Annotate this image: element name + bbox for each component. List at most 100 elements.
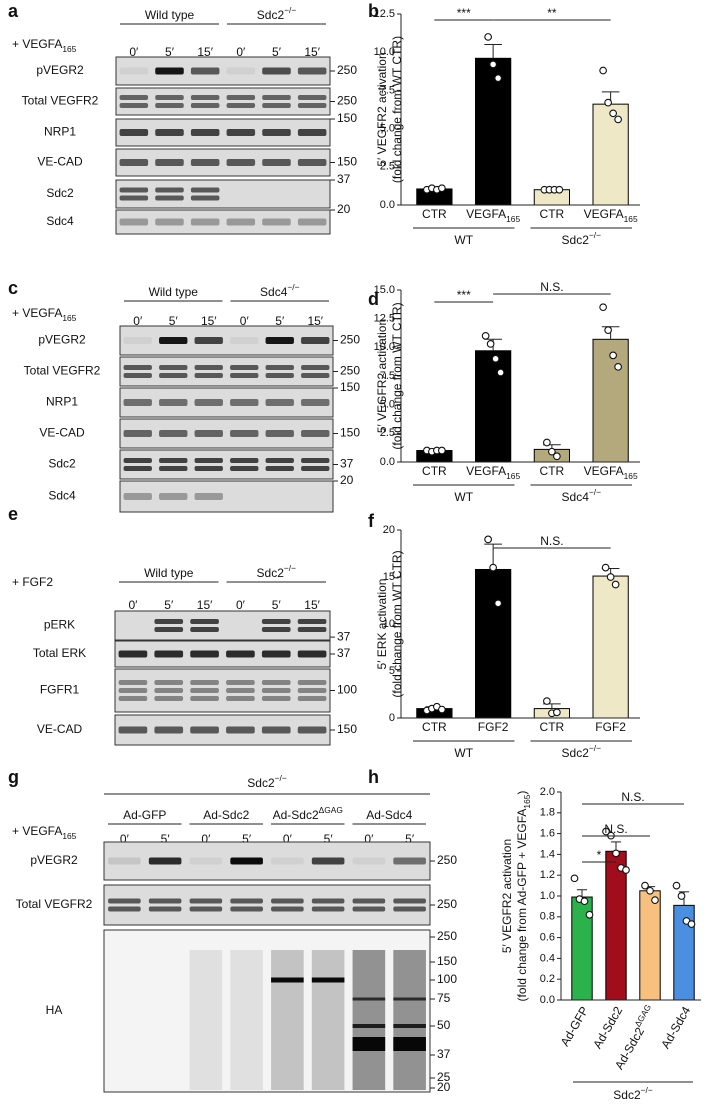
band xyxy=(190,159,220,166)
marker-label: 37 xyxy=(337,646,351,660)
band xyxy=(230,466,259,471)
smear xyxy=(352,950,386,1090)
data-point xyxy=(604,326,612,334)
data-point xyxy=(548,447,556,456)
lane-label: 5′ xyxy=(169,314,179,328)
text-part: 165 xyxy=(624,471,638,481)
marker-label: 150 xyxy=(437,954,457,968)
lane-label: 15′ xyxy=(197,598,213,612)
band xyxy=(189,857,223,865)
band xyxy=(108,898,141,904)
band xyxy=(190,195,220,201)
data-point xyxy=(609,351,617,360)
data-point xyxy=(553,452,561,461)
band xyxy=(261,696,291,701)
band xyxy=(119,218,149,226)
panel-label: g xyxy=(8,767,19,787)
band xyxy=(226,159,256,166)
band xyxy=(194,493,223,500)
y-tick-label: 1.0 xyxy=(540,890,555,902)
panel-label: b xyxy=(368,1,379,21)
text-part: Sdc2 xyxy=(247,776,275,790)
blot-strip xyxy=(115,87,331,116)
blot-strip xyxy=(119,356,334,387)
band xyxy=(226,218,256,226)
band xyxy=(265,399,294,406)
band xyxy=(301,466,330,471)
data-point xyxy=(672,881,681,890)
band xyxy=(118,696,148,701)
band xyxy=(271,857,304,865)
x-tick-label: VEGFA165 xyxy=(584,464,638,481)
marker-label: 250 xyxy=(340,364,360,378)
group-label: Ad-Sdc2 xyxy=(203,808,249,822)
band xyxy=(119,195,149,201)
significance-label: ** xyxy=(547,6,557,20)
band xyxy=(154,726,184,734)
marker-label: 250 xyxy=(337,94,357,108)
treatment-label: + VEGFA165 xyxy=(12,824,77,841)
y-tick-label: 0.8 xyxy=(540,911,555,923)
lane-label: 5′ xyxy=(161,832,171,846)
band xyxy=(261,650,291,658)
band xyxy=(297,67,327,75)
lane-label: 0′ xyxy=(201,832,211,846)
significance-label: N.S. xyxy=(540,280,563,294)
band xyxy=(190,129,220,136)
y-axis-label: 5′ ERK activation xyxy=(375,579,389,670)
band xyxy=(297,688,327,693)
row-label: NRP1 xyxy=(44,125,76,139)
treatment-label: + VEGFA165 xyxy=(12,37,77,54)
panel-label: e xyxy=(8,504,18,524)
band xyxy=(154,696,184,701)
y-tick-label: 0 xyxy=(389,712,395,724)
y-tick-label: 7.5 xyxy=(380,84,395,96)
lane-label: 5′ xyxy=(164,598,174,612)
lane-label: 0′ xyxy=(128,598,138,612)
text-part: Sdc2 xyxy=(562,746,590,760)
marker-label: 20 xyxy=(437,1080,451,1094)
text-part: ) xyxy=(515,791,529,795)
band xyxy=(230,906,263,912)
band xyxy=(123,365,152,370)
lane-label: 15′ xyxy=(304,45,320,59)
data-point xyxy=(585,910,594,919)
y-tick-label: 0.4 xyxy=(540,952,555,964)
smear xyxy=(189,950,223,1090)
band xyxy=(194,373,223,378)
band xyxy=(352,1024,386,1028)
smear xyxy=(393,950,426,1090)
lane-label: 5′ xyxy=(165,45,175,59)
blot-strip xyxy=(114,668,331,713)
lane-label: 0′ xyxy=(133,314,143,328)
band xyxy=(262,67,291,75)
y-tick-label: 10.0 xyxy=(374,341,395,353)
band xyxy=(265,458,294,463)
bar xyxy=(475,350,512,463)
text-part: Ad-Sdc2 xyxy=(612,1025,647,1072)
y-tick-label: 0.0 xyxy=(380,199,395,211)
band xyxy=(123,399,152,406)
y-tick-label: 1.6 xyxy=(540,828,555,840)
blot-strip xyxy=(114,640,331,668)
band xyxy=(189,906,223,912)
band xyxy=(190,218,220,226)
x-tick-label: FGF2 xyxy=(478,720,509,734)
text-part: + VEGFA xyxy=(12,824,62,838)
data-point xyxy=(599,66,607,75)
band xyxy=(119,159,149,166)
text-part: Sdc2 xyxy=(257,8,285,22)
band xyxy=(108,857,141,865)
band xyxy=(148,857,182,865)
band xyxy=(297,696,327,701)
y-tick-label: 0.6 xyxy=(540,932,555,944)
band xyxy=(119,95,149,100)
y-tick-label: 2.5 xyxy=(380,427,395,439)
group-label: Sdc2−/− xyxy=(562,743,602,760)
text-part: −/− xyxy=(284,563,296,573)
band xyxy=(261,619,291,624)
band xyxy=(301,373,330,378)
band xyxy=(123,466,152,471)
row-label: Total VEGFR2 xyxy=(16,897,93,911)
band xyxy=(297,218,327,226)
